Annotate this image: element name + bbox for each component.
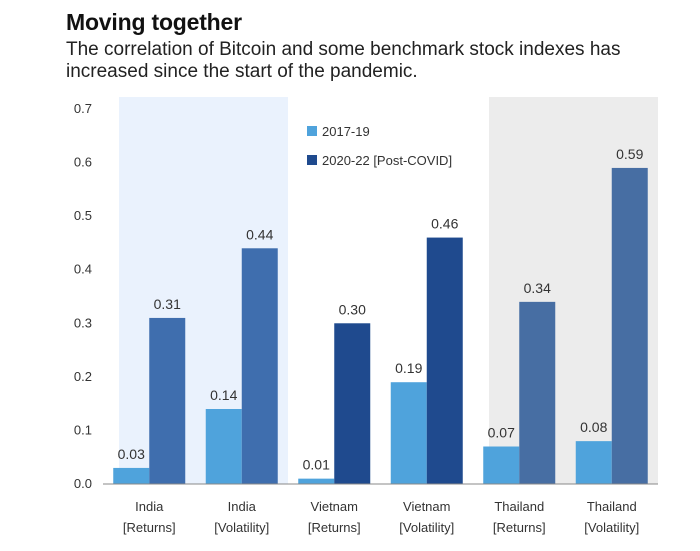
x-category-sublabel: [Volatility] (584, 520, 639, 535)
data-label: 0.59 (616, 146, 643, 162)
legend-label-1: 2020-22 [Post-COVID] (322, 153, 452, 168)
legend-label-0: 2017-19 (322, 124, 370, 139)
bar-post-4 (519, 301, 556, 484)
data-label: 0.46 (431, 216, 458, 232)
bar-pre-0 (113, 467, 150, 484)
x-category-sublabel: [Returns] (123, 520, 176, 535)
x-category-label: Thailand (587, 499, 637, 514)
y-tick-label: 0.3 (74, 315, 92, 330)
data-label: 0.31 (154, 296, 181, 312)
bar-pre-2 (298, 478, 335, 484)
data-label: 0.44 (246, 226, 273, 242)
y-tick-label: 0.1 (74, 422, 92, 437)
bar-post-5 (611, 167, 648, 484)
x-category-label: India (228, 499, 257, 514)
chart-subtitle: The correlation of Bitcoin and some benc… (66, 39, 621, 82)
data-label: 0.01 (303, 457, 330, 473)
legend-swatch-1 (307, 155, 317, 165)
data-label: 0.14 (210, 387, 237, 403)
data-label: 0.30 (339, 301, 366, 317)
data-label: 0.03 (118, 446, 145, 462)
x-category-sublabel: [Volatility] (399, 520, 454, 535)
data-label: 0.19 (395, 360, 422, 376)
x-category-sublabel: [Returns] (308, 520, 361, 535)
y-tick-label: 0.2 (74, 369, 92, 384)
x-category-label: Vietnam (311, 499, 358, 514)
data-label: 0.34 (524, 280, 551, 296)
bar-post-3 (426, 237, 463, 484)
y-tick-label: 0.0 (74, 476, 92, 491)
bar-pre-5 (575, 441, 612, 484)
x-category-label: India (135, 499, 164, 514)
y-tick-label: 0.4 (74, 262, 92, 277)
bar-post-1 (241, 248, 278, 484)
y-tick-label: 0.6 (74, 155, 92, 170)
data-label: 0.08 (580, 419, 607, 435)
bar-post-2 (334, 323, 371, 484)
bar-pre-3 (390, 382, 427, 484)
x-category-sublabel: [Returns] (493, 520, 546, 535)
data-label: 0.07 (488, 425, 515, 441)
bar-pre-4 (483, 446, 520, 484)
x-category-label: Vietnam (403, 499, 450, 514)
legend-swatch-0 (307, 126, 317, 136)
bar-post-0 (149, 317, 186, 484)
chart-title: Moving together (66, 9, 242, 35)
x-category-label: Thailand (494, 499, 544, 514)
x-category-sublabel: [Volatility] (214, 520, 269, 535)
y-tick-label: 0.7 (74, 101, 92, 116)
y-tick-label: 0.5 (74, 208, 92, 223)
bar-pre-1 (205, 409, 242, 484)
